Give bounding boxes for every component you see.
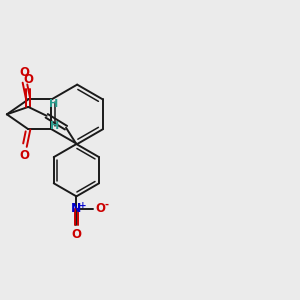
Text: +: + — [79, 201, 87, 210]
Text: O: O — [20, 66, 30, 79]
Text: O: O — [71, 228, 81, 241]
Text: N: N — [71, 202, 82, 215]
Text: H: H — [50, 121, 59, 131]
Text: -: - — [104, 200, 108, 209]
Text: O: O — [23, 73, 33, 86]
Text: O: O — [95, 202, 105, 215]
Text: H: H — [49, 99, 58, 109]
Text: O: O — [20, 149, 30, 162]
